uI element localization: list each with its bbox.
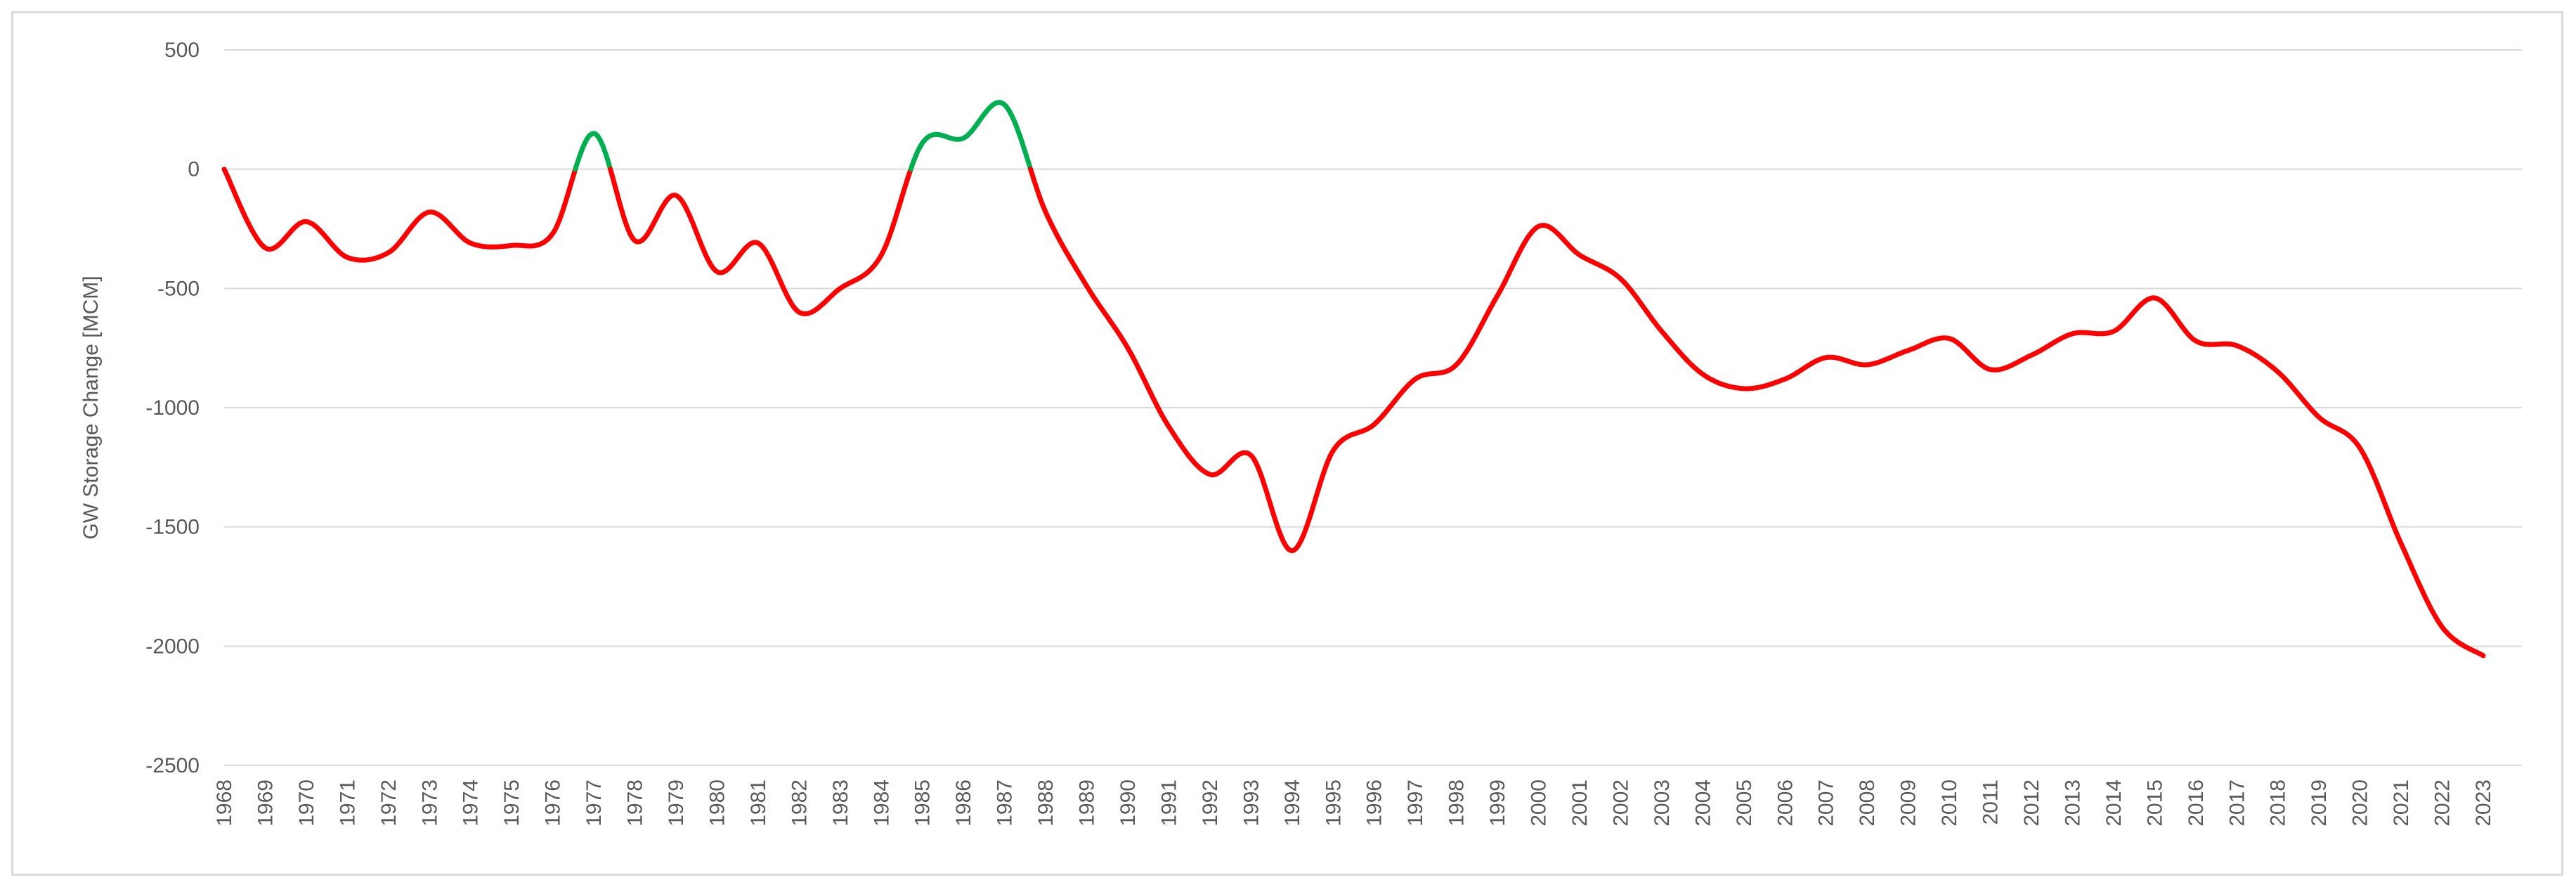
y-tick-label: 0 xyxy=(188,158,200,181)
x-tick-label: 1998 xyxy=(1445,779,1469,827)
x-tick-label: 2014 xyxy=(2102,779,2126,827)
x-tick-label: 1969 xyxy=(254,779,277,827)
x-tick-label: 2007 xyxy=(1815,779,1838,827)
series-segment-positive xyxy=(908,100,1034,172)
x-tick-label: 2006 xyxy=(1774,779,1797,827)
x-tick-label: 2001 xyxy=(1568,779,1592,827)
gridlines xyxy=(224,49,2522,766)
x-tick-label: 1994 xyxy=(1281,779,1304,827)
x-tick-label: 1977 xyxy=(583,779,606,827)
x-tick-label: 2004 xyxy=(1691,779,1715,827)
x-tick-label: 1985 xyxy=(911,779,935,827)
x-tick-label: 2021 xyxy=(2390,779,2413,827)
y-tick-label: -1500 xyxy=(145,516,200,539)
y-tick-label: -2500 xyxy=(145,754,200,777)
series-segment-negative xyxy=(1028,167,2486,659)
x-tick-label: 1982 xyxy=(788,779,811,827)
y-tick-label: 500 xyxy=(164,39,200,62)
x-tick-label: 1978 xyxy=(624,779,647,827)
x-tick-label: 1988 xyxy=(1034,779,1058,827)
x-tick-label: 1983 xyxy=(829,779,852,827)
x-tick-label: 1993 xyxy=(1240,779,1263,827)
x-tick-label: 2011 xyxy=(1979,779,2003,825)
x-tick-label: 1979 xyxy=(665,779,688,827)
x-tick-label: 2010 xyxy=(1938,779,1961,827)
x-tick-label: 1992 xyxy=(1199,779,1222,827)
x-tick-label: 1968 xyxy=(213,779,236,827)
x-tick-label: 2012 xyxy=(2020,779,2043,827)
x-tick-label: 2008 xyxy=(1856,779,1879,827)
x-tick-label: 1987 xyxy=(994,779,1017,827)
x-tick-label: 2013 xyxy=(2061,779,2084,827)
series-segment-negative xyxy=(608,167,913,316)
x-tick-label: 1970 xyxy=(295,779,318,827)
x-tick-label: 2015 xyxy=(2143,779,2166,827)
x-tick-label: 1986 xyxy=(952,779,975,827)
x-tick-label: 2020 xyxy=(2349,779,2372,827)
y-tick-label: -500 xyxy=(157,277,200,300)
y-axis-title: GW Storage Change [MCM] xyxy=(79,276,103,539)
x-tick-label: 2023 xyxy=(2472,779,2495,827)
x-tick-label: 1972 xyxy=(377,779,401,827)
x-tick-label: 1976 xyxy=(542,779,565,827)
x-tick-label: 1981 xyxy=(747,779,770,827)
x-tick-label: 2022 xyxy=(2431,779,2454,827)
line-chart: 500 0 -500 -1000 -1500 -2000 -2500 1968 1969 197… xyxy=(79,39,2522,827)
x-tick-label: 1990 xyxy=(1117,779,1140,827)
x-tick-label: 2018 xyxy=(2267,779,2290,827)
y-tick-label: -2000 xyxy=(145,635,200,658)
series-segment-positive xyxy=(573,131,613,172)
x-tick-label: 2019 xyxy=(2308,779,2331,827)
chart-frame: 500 0 -500 -1000 -1500 -2000 -2500 1968 1969 197… xyxy=(11,11,2563,876)
x-tick-label: 2016 xyxy=(2185,779,2208,827)
x-tick-label: 1971 xyxy=(336,779,359,827)
y-tick-label: -1000 xyxy=(145,396,200,420)
x-tick-label: 1984 xyxy=(870,779,893,827)
x-tick-label: 2005 xyxy=(1733,779,1756,827)
x-tick-label: 2002 xyxy=(1609,779,1632,827)
x-tick-label: 2000 xyxy=(1528,779,1551,827)
x-tick-label: 1975 xyxy=(500,779,523,827)
series-segment-negative xyxy=(221,167,578,263)
x-tick-label: 1999 xyxy=(1486,779,1509,827)
x-tick-label: 2003 xyxy=(1651,779,1674,827)
x-tick-label: 1980 xyxy=(705,779,729,827)
x-tick-label: 2009 xyxy=(1897,779,1920,827)
series-line xyxy=(221,100,2486,659)
x-tick-label: 1989 xyxy=(1076,779,1099,827)
y-axis-ticks: 500 0 -500 -1000 -1500 -2000 -2500 xyxy=(145,39,200,777)
x-tick-label: 2017 xyxy=(2225,779,2249,827)
x-axis-ticks: 1968 1969 1970 1971 1972 1973 1974 1975 1976 1977… xyxy=(213,779,2495,827)
x-tick-label: 1995 xyxy=(1322,779,1345,827)
x-tick-label: 1991 xyxy=(1157,779,1180,827)
x-tick-label: 1974 xyxy=(460,779,483,827)
x-tick-label: 1973 xyxy=(418,779,441,827)
x-tick-label: 1997 xyxy=(1404,779,1427,827)
x-tick-label: 1996 xyxy=(1363,779,1386,827)
